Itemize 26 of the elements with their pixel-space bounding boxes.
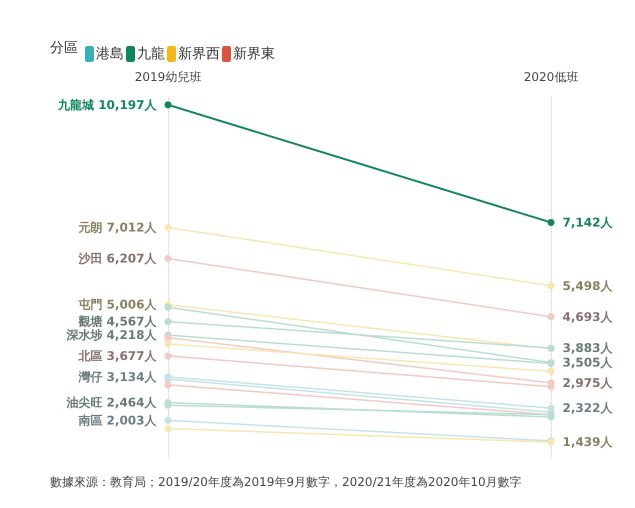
text: 九龍城 10,197人 [58, 98, 156, 112]
x-tick-label: 2019幼兒班 [134, 70, 202, 84]
data-label: 3,883人 [562, 340, 614, 355]
data-label: 3,505人 [562, 356, 614, 370]
text: 南區 2,003人 [78, 413, 156, 428]
x-tick-label: 2020低班 [524, 70, 578, 84]
data-label: 5,498人 [562, 278, 614, 293]
text: 元朗 7,012人 [78, 220, 156, 234]
legend-title: 分區 [50, 40, 78, 56]
text: 北區 3,677人 [78, 348, 156, 363]
legend-label: 九龍 [137, 46, 165, 62]
text: 數據來源：教育局；2019/20年度為2019年9月數字，2020/21年度為2020年10月數字 [50, 475, 522, 489]
data-label: 1,439人 [562, 435, 614, 450]
data-label: 2,322人 [562, 401, 614, 416]
text: 屯門 5,006人 [78, 298, 156, 312]
legend-label: 新界西 [178, 46, 220, 62]
legend-label: 港島 [96, 46, 124, 62]
text: 深水埗 4,218人 [66, 328, 156, 342]
legend-label: 新界東 [233, 46, 275, 62]
text: 觀塘 4,567人 [78, 314, 156, 329]
data-label: 2,975人 [562, 376, 614, 390]
text: 灣仔 3,134人 [78, 370, 156, 384]
text: 油尖旺 2,464人 [66, 396, 156, 410]
data-label: 7,142人 [562, 215, 614, 230]
data-label: 4,693人 [562, 310, 614, 324]
text: 沙田 6,207人 [78, 251, 156, 266]
